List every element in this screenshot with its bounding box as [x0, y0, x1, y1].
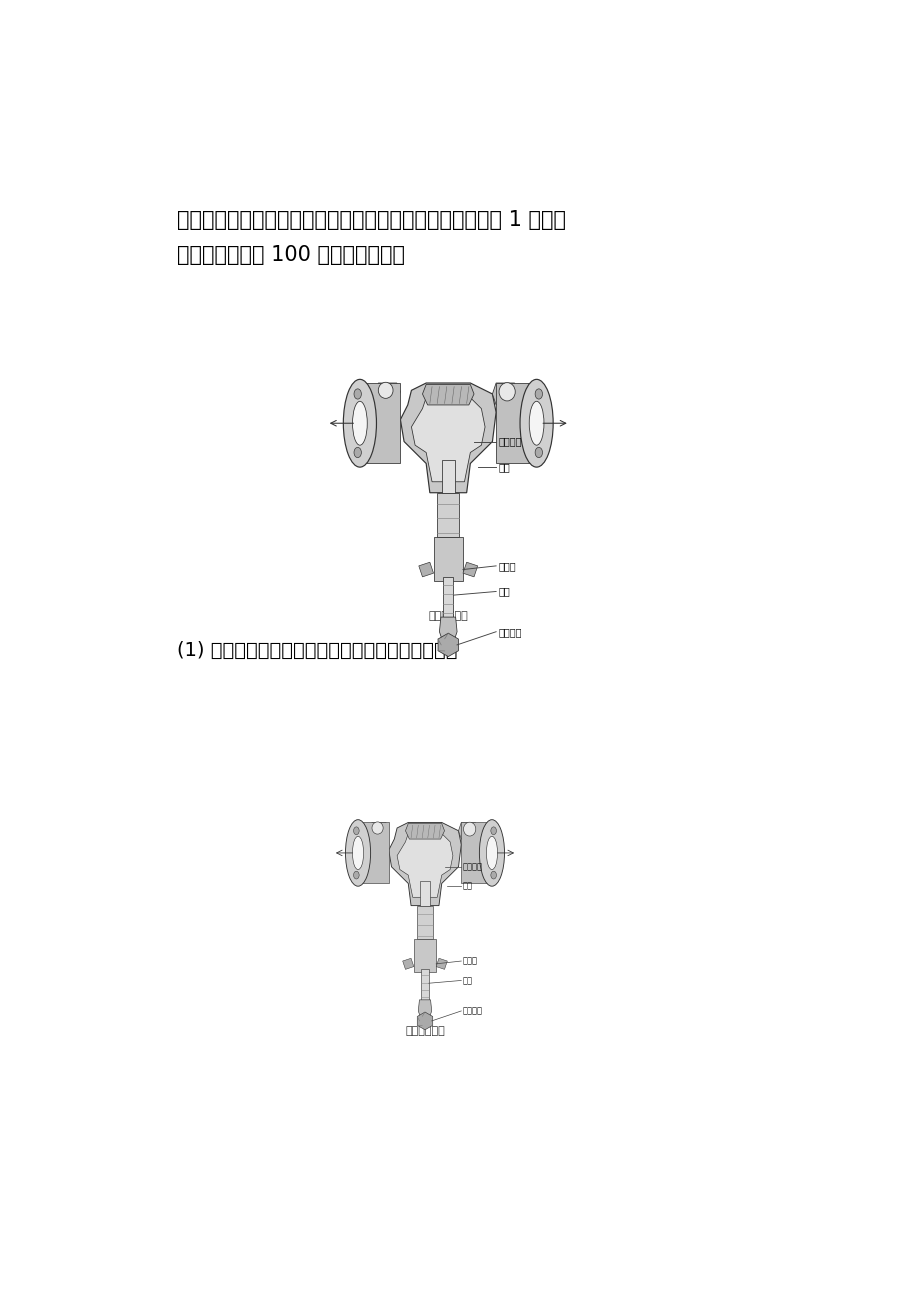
- Text: 阀体: 阀体: [462, 881, 472, 891]
- Polygon shape: [458, 823, 478, 838]
- Ellipse shape: [346, 820, 370, 887]
- Bar: [414, 939, 436, 973]
- Polygon shape: [418, 1000, 431, 1018]
- Bar: [437, 492, 459, 536]
- Ellipse shape: [486, 836, 497, 870]
- Text: 阀体: 阀体: [498, 462, 509, 473]
- Polygon shape: [371, 823, 389, 836]
- Text: (1) 按结构形式分类：圆柱形旋塞阀、圆锥形旋塞阀: (1) 按结构形式分类：圆柱形旋塞阀、圆锥形旋塞阀: [176, 642, 457, 660]
- Bar: [359, 383, 400, 464]
- Bar: [416, 906, 433, 939]
- Ellipse shape: [343, 379, 376, 467]
- Text: 油润滑旋塞阀: 油润滑旋塞阀: [404, 1026, 445, 1036]
- Ellipse shape: [498, 383, 515, 401]
- Ellipse shape: [535, 448, 542, 457]
- Ellipse shape: [491, 871, 496, 879]
- Text: 塞体: 塞体: [462, 976, 472, 984]
- Bar: [443, 577, 453, 617]
- Ellipse shape: [378, 383, 392, 398]
- Polygon shape: [405, 824, 444, 838]
- Text: 储脂沟槽: 储脂沟槽: [462, 862, 482, 871]
- Polygon shape: [437, 633, 458, 656]
- Ellipse shape: [463, 822, 475, 836]
- Ellipse shape: [354, 448, 361, 457]
- Text: 封性较差，启闭力大，容易磨损，通常只能用于低（不高于 1 兆帕）: 封性较差，启闭力大，容易磨损，通常只能用于低（不高于 1 兆帕）: [176, 210, 565, 230]
- Text: 止固阀: 止固阀: [462, 957, 478, 966]
- Ellipse shape: [352, 836, 363, 870]
- Polygon shape: [378, 383, 400, 401]
- Ellipse shape: [353, 827, 358, 835]
- Bar: [495, 383, 536, 464]
- Bar: [460, 823, 492, 884]
- Text: 和小口径（小于 100 毫米）的场合。: 和小口径（小于 100 毫米）的场合。: [176, 245, 404, 264]
- Polygon shape: [400, 383, 495, 492]
- Polygon shape: [418, 562, 433, 577]
- Bar: [441, 460, 454, 492]
- Ellipse shape: [352, 401, 367, 445]
- Polygon shape: [422, 384, 473, 405]
- Text: 注油螺革: 注油螺革: [462, 1006, 482, 1016]
- Text: 储脂沟槽: 储脂沟槽: [498, 436, 521, 447]
- Text: 塞体: 塞体: [498, 586, 509, 596]
- Ellipse shape: [353, 871, 358, 879]
- Bar: [357, 823, 389, 884]
- Ellipse shape: [535, 389, 542, 400]
- Ellipse shape: [479, 820, 504, 887]
- Ellipse shape: [491, 827, 496, 835]
- Text: 注油螺革: 注油螺革: [498, 626, 521, 637]
- Polygon shape: [403, 958, 414, 970]
- Polygon shape: [411, 397, 484, 482]
- Polygon shape: [492, 383, 517, 405]
- Polygon shape: [439, 617, 457, 641]
- Text: 止固阀: 止固阀: [498, 561, 516, 570]
- Ellipse shape: [354, 389, 361, 400]
- Ellipse shape: [528, 401, 543, 445]
- Polygon shape: [436, 958, 447, 970]
- Polygon shape: [417, 1012, 432, 1030]
- Bar: [421, 970, 428, 1000]
- Bar: [419, 880, 429, 906]
- Text: 油润滑旋塞阀: 油润滑旋塞阀: [428, 611, 468, 621]
- Polygon shape: [389, 823, 460, 906]
- Ellipse shape: [371, 822, 382, 835]
- Ellipse shape: [519, 379, 552, 467]
- Polygon shape: [397, 833, 452, 897]
- Bar: [433, 536, 462, 581]
- Polygon shape: [462, 562, 477, 577]
